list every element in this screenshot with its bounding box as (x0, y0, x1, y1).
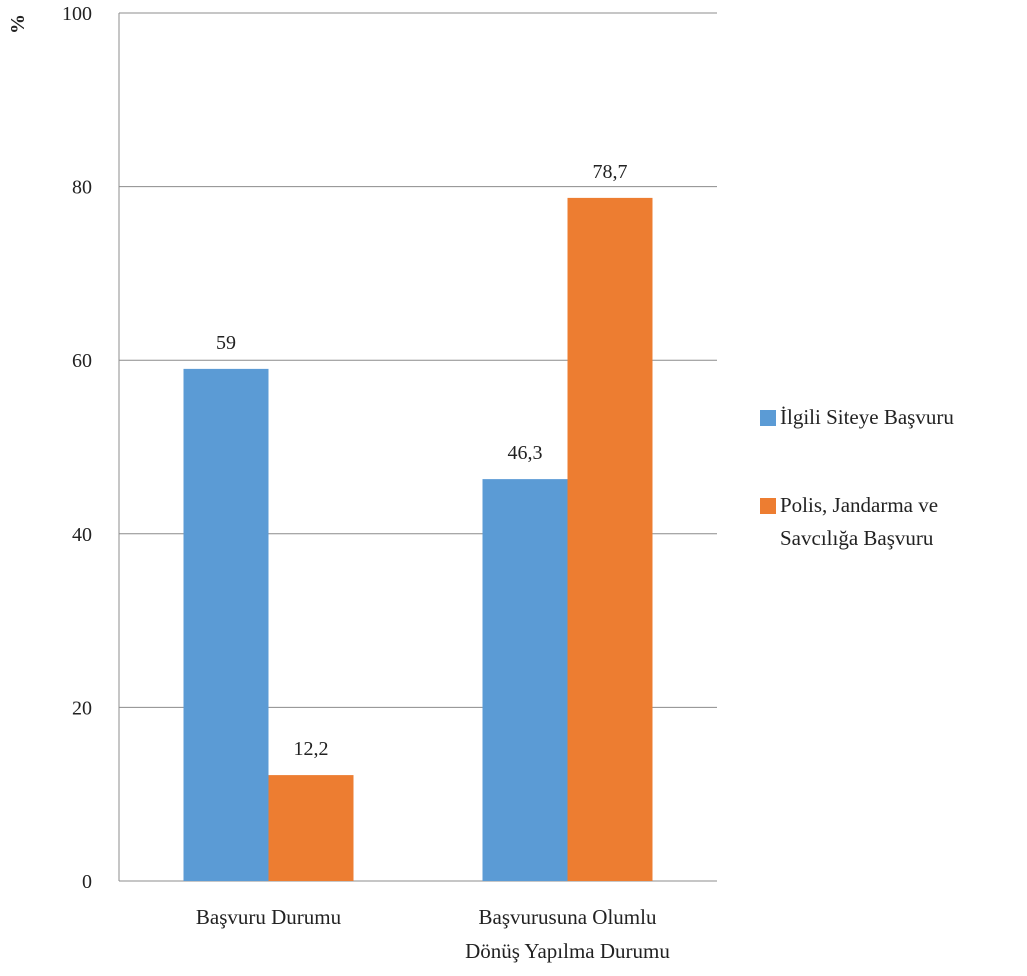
y-axis-label: % (7, 14, 29, 34)
y-tick-label: 80 (72, 177, 92, 199)
y-tick-label: 20 (72, 697, 92, 719)
y-tick-label: 100 (62, 3, 92, 25)
y-tick-label: 0 (82, 871, 92, 893)
bar-series1-cat1 (183, 368, 269, 881)
bar-series2-cat2 (567, 197, 653, 881)
legend: İlgili Siteye Başvuru Polis, Jandarma ve S… (760, 405, 954, 550)
x-category-label: Başvuru Durumu (196, 905, 342, 929)
legend-label: İlgili Siteye Başvuru (780, 405, 954, 429)
legend-swatch (760, 410, 776, 426)
x-category-label: Başvurusuna Olumlu (479, 905, 657, 929)
data-label: 78,7 (593, 161, 628, 183)
y-tick-label: 60 (72, 350, 92, 372)
legend-swatch (760, 498, 776, 514)
data-label: 46,3 (508, 442, 543, 464)
bar-series2-cat1 (268, 775, 354, 881)
axes: 0 20 40 60 80 100% Başvuru Durumu Başvurusuna O… (7, 3, 717, 963)
y-tick-label: 40 (72, 524, 92, 546)
bar-series1-cat2 (482, 479, 568, 881)
legend-label: Savcılığa Başvuru (780, 526, 934, 550)
legend-label: Polis, Jandarma ve (780, 493, 938, 517)
data-label: 12,2 (294, 738, 329, 760)
data-labels: 59 12,2 46,3 78,7 (216, 161, 628, 760)
x-category-label: Dönüş Yapılma Durumu (465, 939, 670, 963)
bars (183, 197, 653, 881)
data-label: 59 (216, 332, 236, 354)
